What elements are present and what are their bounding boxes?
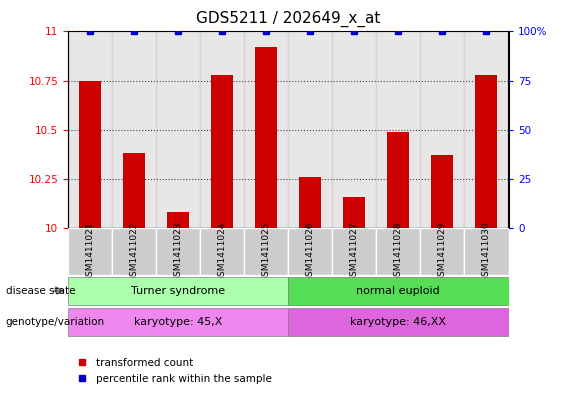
Text: disease state: disease state bbox=[6, 286, 75, 296]
FancyBboxPatch shape bbox=[288, 277, 508, 305]
Text: GSM1411027: GSM1411027 bbox=[350, 221, 359, 282]
Bar bbox=[431, 155, 453, 228]
Bar bbox=[123, 153, 145, 228]
Text: karyotype: 46,XX: karyotype: 46,XX bbox=[350, 317, 446, 327]
Bar bbox=[244, 31, 288, 228]
Bar bbox=[420, 31, 464, 228]
FancyBboxPatch shape bbox=[244, 228, 288, 275]
Bar bbox=[112, 31, 156, 228]
Bar bbox=[288, 31, 332, 228]
Legend: transformed count, percentile rank within the sample: transformed count, percentile rank withi… bbox=[73, 354, 276, 388]
Text: GSM1411030: GSM1411030 bbox=[482, 221, 491, 282]
FancyBboxPatch shape bbox=[68, 228, 112, 275]
Bar bbox=[299, 177, 321, 228]
FancyBboxPatch shape bbox=[68, 308, 288, 336]
Bar bbox=[255, 47, 277, 228]
FancyBboxPatch shape bbox=[420, 228, 464, 275]
Text: GSM1411021: GSM1411021 bbox=[85, 221, 94, 282]
FancyBboxPatch shape bbox=[376, 228, 420, 275]
Bar bbox=[211, 75, 233, 228]
Text: GSM1411023: GSM1411023 bbox=[173, 221, 182, 282]
Text: GSM1411024: GSM1411024 bbox=[218, 221, 227, 282]
FancyBboxPatch shape bbox=[332, 228, 376, 275]
FancyBboxPatch shape bbox=[288, 308, 508, 336]
Title: GDS5211 / 202649_x_at: GDS5211 / 202649_x_at bbox=[196, 11, 380, 27]
Bar bbox=[464, 31, 508, 228]
Bar bbox=[68, 31, 112, 228]
Bar bbox=[167, 212, 189, 228]
Text: GSM1411028: GSM1411028 bbox=[394, 221, 403, 282]
Text: GSM1411022: GSM1411022 bbox=[129, 221, 138, 282]
Bar bbox=[376, 31, 420, 228]
Text: GSM1411029: GSM1411029 bbox=[438, 221, 447, 282]
Bar bbox=[332, 31, 376, 228]
Bar bbox=[475, 75, 497, 228]
FancyBboxPatch shape bbox=[200, 228, 244, 275]
FancyBboxPatch shape bbox=[288, 228, 332, 275]
FancyBboxPatch shape bbox=[464, 228, 508, 275]
Text: Turner syndrome: Turner syndrome bbox=[131, 286, 225, 296]
FancyBboxPatch shape bbox=[68, 277, 288, 305]
Text: normal euploid: normal euploid bbox=[357, 286, 440, 296]
Text: GSM1411026: GSM1411026 bbox=[306, 221, 315, 282]
Bar bbox=[343, 196, 365, 228]
Bar bbox=[387, 132, 409, 228]
Bar bbox=[156, 31, 200, 228]
Text: genotype/variation: genotype/variation bbox=[6, 317, 105, 327]
Bar bbox=[200, 31, 244, 228]
Text: GSM1411025: GSM1411025 bbox=[262, 221, 271, 282]
FancyBboxPatch shape bbox=[112, 228, 156, 275]
Bar bbox=[79, 81, 101, 228]
Text: karyotype: 45,X: karyotype: 45,X bbox=[134, 317, 222, 327]
FancyBboxPatch shape bbox=[156, 228, 200, 275]
